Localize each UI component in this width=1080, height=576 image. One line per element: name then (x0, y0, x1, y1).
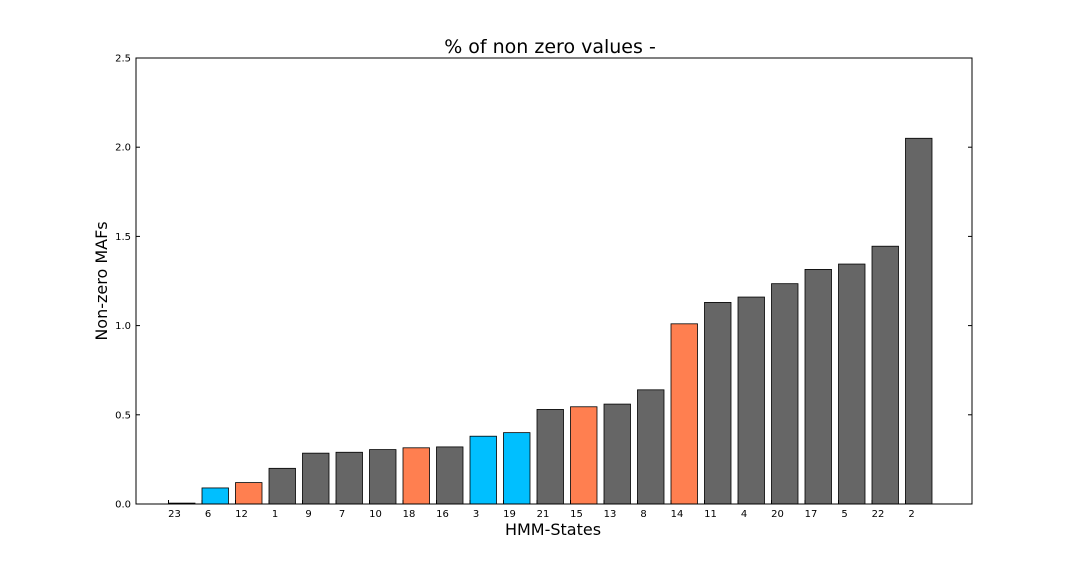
bar-19 (503, 432, 531, 505)
x-tick-label: 22 (872, 509, 885, 520)
bar-21 (536, 409, 564, 505)
x-tick-label: 6 (205, 509, 211, 520)
bar-6 (201, 487, 229, 505)
bar-5 (838, 263, 866, 505)
bar-17 (804, 269, 832, 505)
y-tick-label: 0.5 (115, 410, 131, 421)
x-tick-label: 8 (640, 509, 646, 520)
bar-10 (369, 449, 397, 505)
bar-3 (469, 435, 497, 505)
y-tick-label: 2.0 (115, 143, 131, 154)
x-tick-label: 20 (771, 509, 784, 520)
x-tick-label: 10 (369, 509, 382, 520)
bar-1 (268, 467, 296, 505)
x-tick-label: 3 (473, 509, 479, 520)
x-tick-label: 23 (168, 509, 181, 520)
x-tick-label: 15 (570, 509, 583, 520)
bar-8 (637, 389, 665, 505)
x-tick-label: 13 (604, 509, 617, 520)
bar-20 (771, 283, 799, 505)
y-tick-label: 1.5 (115, 232, 131, 243)
bar-18 (402, 447, 430, 505)
y-tick-label: 0.0 (115, 500, 131, 511)
y-axis-title: Non-zero MAFs (92, 221, 111, 340)
x-tick-label: 1 (272, 509, 278, 520)
bar-9 (302, 452, 330, 505)
bar-13 (603, 403, 631, 505)
bar-7 (335, 451, 363, 505)
bar-16 (436, 446, 464, 505)
bar-12 (235, 482, 263, 505)
chart-title: % of non zero values - (444, 36, 656, 58)
x-tick-label: 14 (671, 509, 684, 520)
x-tick-label: 9 (305, 509, 311, 520)
bar-22 (871, 245, 899, 505)
y-tick-label: 1.0 (115, 321, 131, 332)
x-tick-label: 21 (537, 509, 550, 520)
bar-4 (737, 296, 765, 505)
bars-group (168, 137, 933, 505)
x-tick-label: 18 (403, 509, 416, 520)
x-tick-label: 7 (339, 509, 345, 520)
y-axis-ticks: 0.0 0.5 1.0 1.5 2.0 2.5 (115, 54, 972, 511)
x-axis-title: HMM-States (505, 520, 601, 539)
y-tick-label: 2.5 (115, 54, 131, 65)
x-tick-label: 11 (704, 509, 717, 520)
x-tick-label: 19 (503, 509, 516, 520)
x-tick-label: 2 (908, 509, 914, 520)
plot-frame (135, 57, 973, 505)
bar-2 (905, 137, 933, 505)
bar-14 (670, 323, 698, 505)
bar-11 (704, 302, 732, 505)
x-tick-label: 4 (741, 509, 747, 520)
x-axis-ticks: 23 6 12 1 9 7 10 18 16 3 19 21 15 13 8 14 11 4 20 17 5 22 2 (168, 500, 915, 520)
x-tick-label: 17 (805, 509, 818, 520)
bar-15 (570, 406, 598, 505)
x-tick-label: 16 (436, 509, 449, 520)
x-tick-label: 5 (841, 509, 847, 520)
x-tick-label: 12 (235, 509, 248, 520)
